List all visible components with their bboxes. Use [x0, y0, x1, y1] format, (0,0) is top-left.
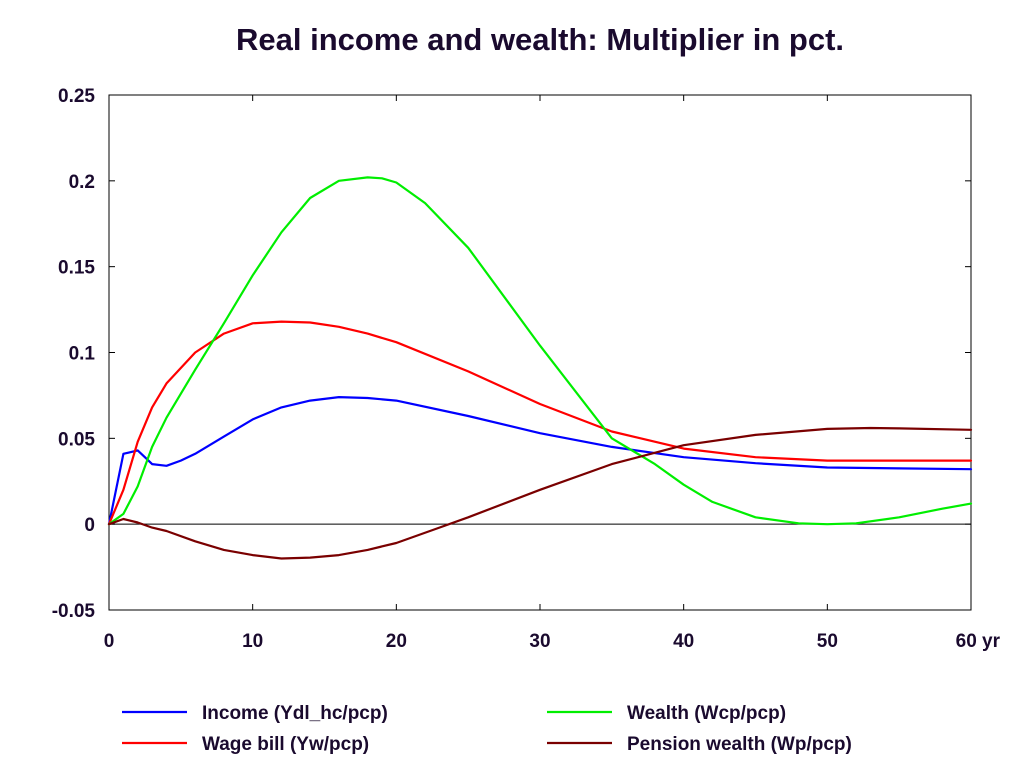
legend-label: Income (Ydl_hc/pcp): [202, 703, 388, 724]
y-tick-label: 0.05: [58, 429, 95, 450]
x-tick-label: 0: [104, 631, 115, 652]
income-line: [107, 396, 973, 526]
legend-item-income: Income (Ydl_hc/pcp): [122, 703, 388, 724]
chart-title: Real income and wealth: Multiplier in pc…: [236, 22, 844, 57]
x-tick-label: 10: [242, 631, 263, 652]
legend-label: Wage bill (Yw/pcp): [202, 734, 369, 755]
legend-item-wealth: Wealth (Wcp/pcp): [547, 703, 786, 724]
series-layer: [107, 176, 973, 560]
legend: Income (Ydl_hc/pcp) Wealth (Wcp/pcp) Wage …: [122, 703, 852, 755]
x-tick-label: 60 yr: [956, 631, 1001, 652]
x-axis: 0 10 20 30 40 50 60 yr: [104, 95, 1001, 652]
x-tick-label: 20: [386, 631, 407, 652]
y-tick-label: 0.25: [58, 86, 95, 107]
x-tick-label: 50: [817, 631, 838, 652]
legend-label: Wealth (Wcp/pcp): [627, 703, 786, 724]
y-tick-label: 0.2: [69, 172, 95, 193]
legend-item-wage-bill: Wage bill (Yw/pcp): [122, 734, 369, 755]
x-tick-label: 40: [673, 631, 694, 652]
pension-wealth-line: [107, 426, 973, 560]
legend-label: Pension wealth (Wp/pcp): [627, 734, 852, 755]
plot-frame: [108, 94, 972, 611]
wealth-line: [107, 176, 973, 526]
y-axis: -0.05 0 0.05 0.1 0.15 0.2 0.25: [52, 86, 971, 622]
y-tick-label: 0.15: [58, 258, 95, 279]
legend-item-pension-wealth: Pension wealth (Wp/pcp): [547, 734, 852, 755]
y-tick-label: -0.05: [52, 601, 96, 622]
y-tick-label: 0: [84, 515, 95, 536]
wage-bill-line: [107, 320, 973, 526]
y-tick-label: 0.1: [69, 344, 96, 365]
x-tick-label: 30: [529, 631, 550, 652]
